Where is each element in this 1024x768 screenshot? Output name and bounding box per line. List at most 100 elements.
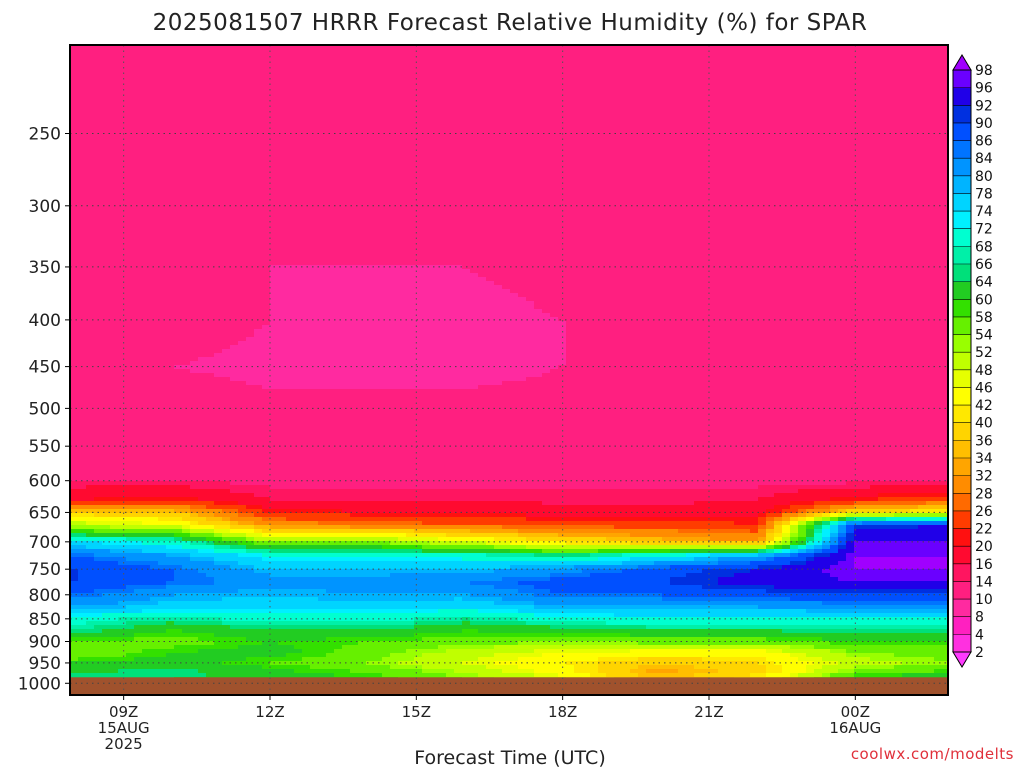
rh-cell (94, 261, 103, 266)
rh-cell (126, 509, 135, 514)
rh-cell (78, 213, 87, 218)
rh-cell (94, 449, 103, 454)
rh-cell (206, 473, 215, 478)
rh-cell (134, 513, 143, 518)
rh-cell (278, 637, 287, 642)
rh-cell (78, 161, 87, 166)
rh-cell (318, 285, 327, 290)
rh-cell (166, 137, 175, 142)
rh-cell (110, 281, 119, 286)
rh-cell (262, 421, 271, 426)
rh-cell (198, 165, 207, 170)
rh-cell (134, 385, 143, 390)
rh-cell (190, 457, 199, 462)
rh-cell (110, 517, 119, 522)
rh-cell (302, 57, 311, 62)
rh-cell (214, 129, 223, 134)
rh-cell (278, 61, 287, 66)
rh-cell (70, 269, 79, 274)
rh-cell (174, 309, 183, 314)
rh-cell (150, 433, 159, 438)
rh-cell (142, 377, 151, 382)
rh-cell (310, 641, 319, 646)
rh-cell (142, 53, 151, 58)
rh-cell (150, 541, 159, 546)
rh-cell (86, 193, 95, 198)
rh-cell (166, 673, 175, 678)
rh-cell (190, 321, 199, 326)
rh-cell (190, 437, 199, 442)
rh-cell (166, 565, 175, 570)
rh-cell (286, 73, 295, 78)
rh-cell (238, 661, 247, 666)
rh-cell (214, 153, 223, 158)
rh-cell (134, 337, 143, 342)
rh-cell (310, 481, 319, 486)
rh-cell (174, 57, 183, 62)
rh-cell (126, 301, 135, 306)
rh-cell (294, 477, 303, 482)
rh-cell (270, 569, 279, 574)
rh-cell (286, 481, 295, 486)
rh-cell (182, 89, 191, 94)
rh-cell (94, 429, 103, 434)
rh-cell (190, 501, 199, 506)
rh-cell (102, 385, 111, 390)
rh-cell (230, 49, 239, 54)
rh-cell (126, 649, 135, 654)
rh-cell (110, 545, 119, 550)
rh-cell (150, 429, 159, 434)
rh-cell (166, 489, 175, 494)
rh-cell (302, 613, 311, 618)
rh-cell (254, 205, 263, 210)
rh-cell (238, 241, 247, 246)
rh-cell (206, 193, 215, 198)
rh-cell (246, 453, 255, 458)
rh-cell (110, 385, 119, 390)
rh-cell (86, 305, 95, 310)
rh-cell (206, 261, 215, 266)
rh-cell (278, 565, 287, 570)
rh-cell (70, 577, 79, 582)
rh-cell (286, 493, 295, 498)
rh-cell (134, 217, 143, 222)
rh-cell (126, 101, 135, 106)
rh-cell (78, 501, 87, 506)
rh-cell (294, 345, 303, 350)
rh-cell (118, 89, 127, 94)
rh-cell (310, 273, 319, 278)
rh-cell (198, 349, 207, 354)
rh-cell (102, 245, 111, 250)
rh-cell (294, 201, 303, 206)
rh-cell (214, 293, 223, 298)
rh-cell (134, 473, 143, 478)
rh-cell (166, 213, 175, 218)
rh-cell (198, 509, 207, 514)
rh-cell (230, 569, 239, 574)
rh-cell (150, 537, 159, 542)
rh-cell (118, 569, 127, 574)
rh-cell (230, 181, 239, 186)
rh-cell (94, 293, 103, 298)
rh-cell (102, 301, 111, 306)
rh-cell (158, 517, 167, 522)
rh-cell (174, 93, 183, 98)
rh-cell (246, 321, 255, 326)
rh-cell (222, 181, 231, 186)
rh-cell (150, 181, 159, 186)
rh-cell (134, 241, 143, 246)
rh-cell (102, 293, 111, 298)
rh-cell (118, 209, 127, 214)
rh-cell (302, 245, 311, 250)
rh-cell (206, 565, 215, 570)
rh-cell (86, 81, 95, 86)
rh-cell (198, 229, 207, 234)
rh-cell (222, 289, 231, 294)
rh-cell (174, 537, 183, 542)
rh-cell (78, 385, 87, 390)
rh-cell (230, 257, 239, 262)
rh-cell (278, 169, 287, 174)
rh-cell (126, 193, 135, 198)
rh-cell (150, 389, 159, 394)
rh-cell (302, 661, 311, 666)
